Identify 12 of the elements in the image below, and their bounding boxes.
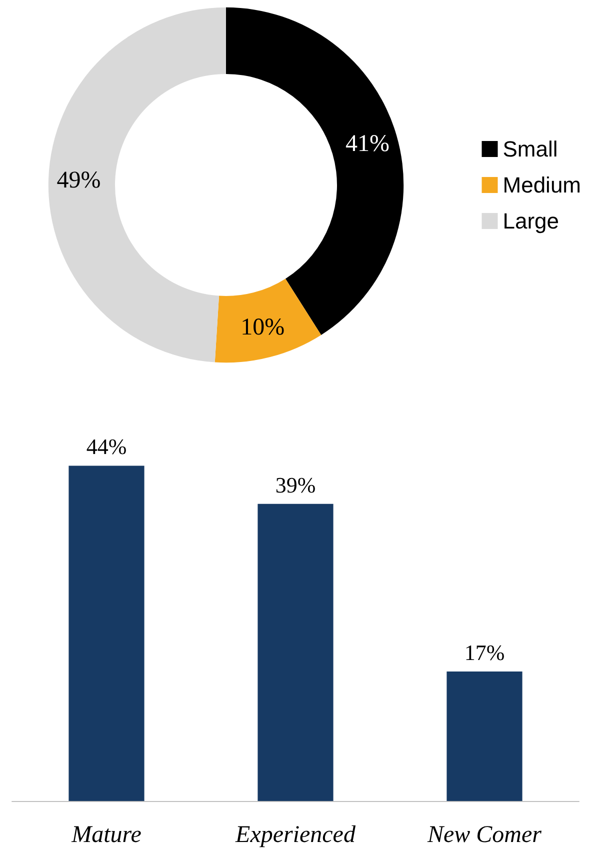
data-label: 10%	[240, 314, 285, 341]
data-label: 17%	[464, 640, 505, 665]
x-tick-label: New Comer	[426, 822, 542, 848]
legend-label: Small	[502, 136, 558, 162]
data-label: 39%	[275, 472, 316, 498]
legend-label: Medium	[502, 172, 582, 198]
data-label: 41%	[345, 130, 390, 157]
data-label: 49%	[56, 167, 101, 194]
legend-label: Large	[502, 208, 560, 234]
x-tick-label: Mature	[70, 822, 142, 848]
x-tick-label: Experienced	[234, 822, 356, 848]
data-label: 44%	[86, 434, 127, 460]
